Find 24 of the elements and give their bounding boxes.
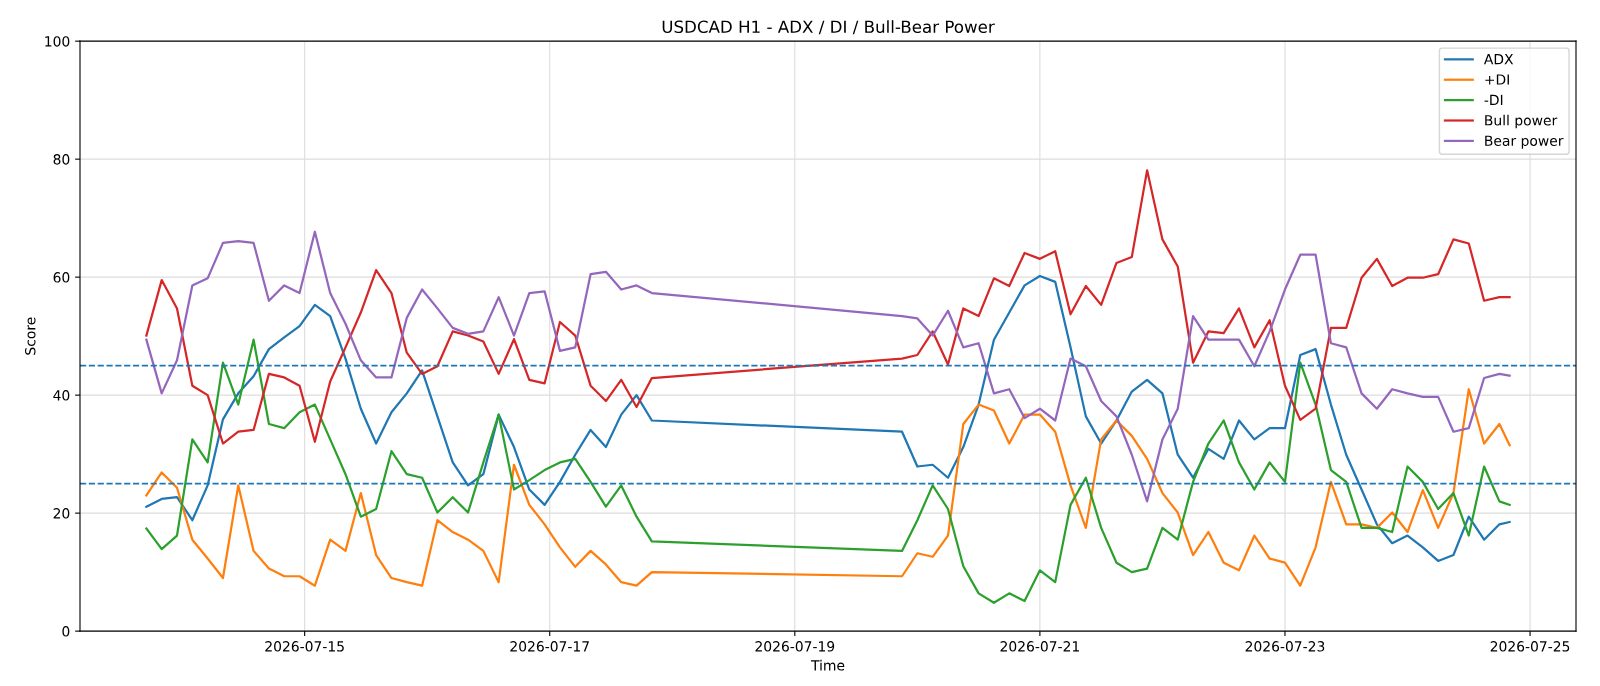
line-series <box>145 169 1511 445</box>
legend-label: -DI <box>1484 94 1503 105</box>
line-series <box>145 230 1511 503</box>
x-tick-label: 2026-07-15 <box>265 641 344 652</box>
x-tick-label: 2026-07-17 <box>510 641 589 652</box>
y-axis-title: Score <box>25 317 36 355</box>
legend-label: Bear power <box>1485 135 1564 149</box>
line-series <box>145 388 1511 587</box>
y-tick-label: 0 <box>62 626 70 637</box>
y-tick-label: 80 <box>53 154 70 165</box>
x-tick-label: 2026-07-25 <box>1490 641 1570 652</box>
legend-label: +DI <box>1485 74 1509 85</box>
line-series <box>145 338 1511 604</box>
x-tick-label: 2026-07-21 <box>1000 641 1079 652</box>
legend-label: Bull power <box>1485 114 1558 129</box>
legend-label: ADX <box>1483 54 1514 65</box>
x-tick-label: 2026-07-19 <box>755 641 835 652</box>
y-tick-label: 100 <box>45 36 70 47</box>
chart-title: USDCAD H1 - ADX / DI / Bull-Bear Power <box>662 20 995 35</box>
x-tick-label: 2026-07-23 <box>1245 641 1325 652</box>
x-axis-title: Time <box>810 659 845 671</box>
y-tick-label: 20 <box>53 508 70 519</box>
y-tick-label: 60 <box>53 272 70 283</box>
y-tick-label: 40 <box>53 390 70 401</box>
